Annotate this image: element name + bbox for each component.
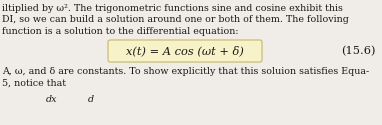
Text: DI, so we can build a solution around one or both of them. The folloving: DI, so we can build a solution around on… (2, 16, 349, 24)
Text: iltiplied by ω². The trigonometric functions sine and cosine exhibit this: iltiplied by ω². The trigonometric funct… (2, 4, 343, 13)
Text: d: d (88, 95, 94, 104)
Text: x(t) = A cos (ωt + δ): x(t) = A cos (ωt + δ) (126, 46, 244, 56)
Text: A, ω, and δ are constants. To show explicitly that this solu​ion satisfies Equa-: A, ω, and δ are constants. To show expli… (2, 67, 369, 76)
Text: function is a solution to the differential equation:: function is a solution to the differenti… (2, 27, 239, 36)
Text: (15.6): (15.6) (342, 46, 376, 56)
Text: 5, notice that: 5, notice that (2, 79, 66, 88)
FancyBboxPatch shape (108, 40, 262, 62)
Text: dx: dx (46, 95, 58, 104)
